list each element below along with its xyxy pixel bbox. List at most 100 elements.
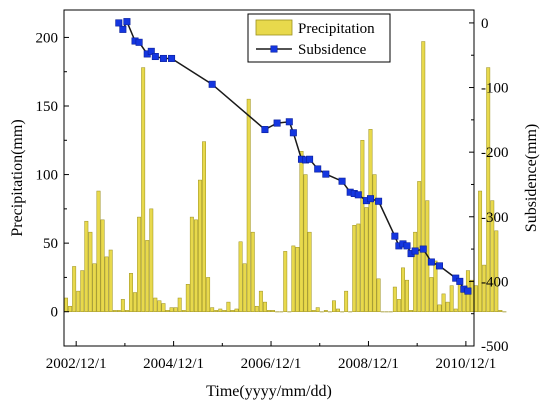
subsidence-point <box>208 80 216 88</box>
precipitation-bar <box>226 301 231 312</box>
precipitation-bar <box>169 307 174 312</box>
precipitation-bar <box>332 300 336 312</box>
precipitation-bar <box>258 290 263 312</box>
precipitation-bar <box>295 247 300 312</box>
precipitation-bar <box>206 277 211 312</box>
legend-box <box>247 13 391 63</box>
precipitation-bar <box>262 301 267 312</box>
precipitation-bar <box>96 190 101 312</box>
precipitation-bar <box>157 300 162 312</box>
subsidence-point <box>456 277 464 285</box>
precipitation-bar <box>80 270 85 312</box>
subsidence-point <box>391 232 399 240</box>
precipitation-bar <box>445 301 450 312</box>
precipitation-bar <box>210 307 215 312</box>
precipitation-bar <box>409 310 414 312</box>
right-axis: 0 -100 -200 -300 -400 -500 <box>469 16 509 355</box>
left-tick-label: 0 <box>51 305 59 321</box>
precipitation-bar <box>129 273 133 312</box>
precipitation-bar <box>165 310 170 312</box>
precipitation-bar <box>352 225 357 312</box>
subsidence-point <box>354 191 362 199</box>
precipitation-bar <box>120 299 125 312</box>
legend-precipitation-label: Precipitation <box>298 21 375 37</box>
precipitation-bar <box>490 200 495 312</box>
subsidence-point <box>322 170 330 178</box>
left-tick-label: 100 <box>36 168 59 184</box>
precipitation-bar <box>124 310 129 312</box>
precipitation-bar <box>364 207 369 312</box>
legend-precipitation-swatch <box>255 19 293 36</box>
precipitation-bar <box>246 98 251 312</box>
right-tick-label: -500 <box>481 339 509 355</box>
precipitation-bar <box>482 264 487 312</box>
precipitation-bar <box>64 297 68 312</box>
precipitation-bar <box>76 290 81 312</box>
legend: Precipitation Subsidence <box>247 13 391 63</box>
subsidence-point <box>285 118 293 126</box>
subsidence-point <box>306 155 314 163</box>
precipitation-bar <box>202 141 206 312</box>
subsidence-point <box>123 18 131 26</box>
precipitation-bar <box>421 41 426 312</box>
precipitation-bar <box>193 219 198 312</box>
precipitation-bar <box>405 279 409 312</box>
subsidence-point <box>419 245 427 253</box>
precipitation-bar <box>271 310 276 312</box>
subsidence-point <box>147 47 155 55</box>
precipitation-bar <box>299 151 304 312</box>
precipitation-bar <box>68 305 73 312</box>
precipitation-bar <box>437 304 442 312</box>
precipitation-bar <box>189 216 194 312</box>
precipitation-bar <box>360 140 365 312</box>
precipitation-bar <box>242 263 247 312</box>
precipitation-bar <box>230 310 235 312</box>
y-axis-label: Precipitation(mm) <box>9 119 26 236</box>
precipitation-bar <box>303 174 308 312</box>
subsidence-point <box>115 19 123 27</box>
precipitation-bar <box>494 230 499 312</box>
precipitation-bar <box>222 310 227 312</box>
precipitation-bar <box>315 307 320 312</box>
precipitation-bar <box>441 293 446 312</box>
subsidence-point <box>159 54 167 62</box>
precipitation-bar <box>267 310 271 312</box>
legend-subsidence-marker <box>270 45 278 53</box>
precipitation-bar <box>141 67 146 312</box>
precipitation-bar <box>396 299 401 312</box>
precipitation-bar <box>429 277 434 312</box>
subsidence-point <box>168 54 176 62</box>
precipitation-bar <box>198 179 202 312</box>
precipitation-bar <box>133 292 137 312</box>
precipitation-bar <box>173 307 178 312</box>
right-tick-label: -100 <box>481 81 509 97</box>
precipitation-bar <box>470 279 474 312</box>
right-tick-label: -200 <box>481 145 509 161</box>
precipitation-bar <box>307 231 312 312</box>
precipitation-bar <box>92 263 97 312</box>
precipitation-bar <box>153 297 158 312</box>
precipitation-bar <box>161 303 166 312</box>
subsidence-point <box>435 262 443 270</box>
x-tick-label: 2002/12/1 <box>46 356 107 372</box>
precipitation-bar <box>137 216 142 312</box>
precipitation-bar <box>486 67 491 312</box>
subsidence-point <box>427 258 435 266</box>
precipitation-bar <box>283 251 288 312</box>
precipitation-bar <box>145 240 150 312</box>
right-tick-label: 0 <box>481 16 489 32</box>
precipitation-bar <box>177 297 182 312</box>
precipitation-bar <box>254 305 259 312</box>
precipitation-bars <box>64 41 507 313</box>
subsidence-point <box>366 195 374 203</box>
x-axis-label: Time(yyyy/mm/dd) <box>206 383 332 400</box>
subsidence-point <box>261 126 269 134</box>
precipitation-bar <box>108 249 113 312</box>
precipitation-bar <box>376 278 381 312</box>
precipitation-bar <box>88 231 93 312</box>
x-axis: 2002/12/1 2004/12/1 2006/12/1 2008/12/1 2010… <box>46 341 496 372</box>
precipitation-bar <box>112 310 117 312</box>
subsidence-point <box>411 247 419 255</box>
precipitation-bar <box>84 220 89 312</box>
